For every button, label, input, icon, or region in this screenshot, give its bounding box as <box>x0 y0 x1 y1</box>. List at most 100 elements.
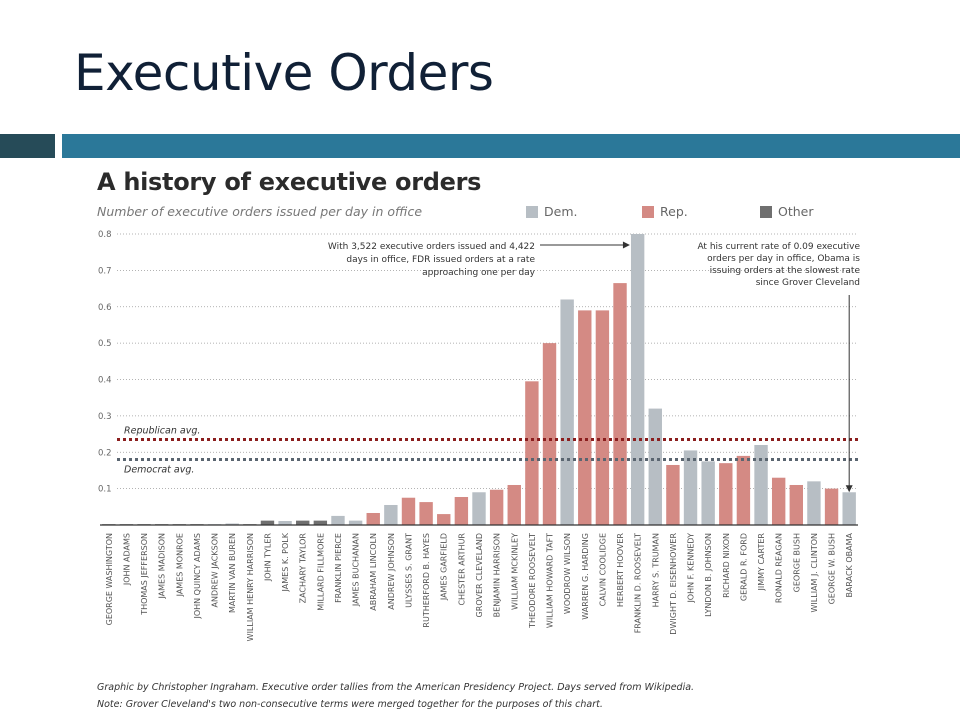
x-tick-label: FRANKLIN D. ROOSEVELT <box>634 533 643 633</box>
chart-title: A history of executive orders <box>97 168 482 196</box>
x-tick-label: JAMES MADISON <box>158 533 167 600</box>
x-tick-label: CHESTER ARTHUR <box>457 533 466 606</box>
bar <box>701 461 715 525</box>
bar <box>736 455 751 525</box>
legend-item-other: Other <box>760 204 814 219</box>
x-tick-label: JAMES MONROE <box>175 533 184 597</box>
x-tick-label: THOMAS JEFFERSON <box>140 533 149 616</box>
legend-swatch-dem <box>526 205 538 218</box>
x-tick-label: JIMMY CARTER <box>757 533 766 592</box>
y-tick-label: 0.6 <box>98 303 112 313</box>
bar <box>366 512 380 525</box>
bar <box>542 343 557 525</box>
legend-label-dem: Dem. <box>544 204 578 219</box>
bar <box>789 484 804 525</box>
legend-item-rep: Rep. <box>642 204 688 219</box>
x-tick-label: ABRAHAM LINCOLN <box>369 533 378 611</box>
bar <box>454 496 469 525</box>
x-tick-label: WARREN G. HARDING <box>581 533 590 620</box>
bar <box>754 444 768 525</box>
y-tick-label: 0.2 <box>98 448 112 458</box>
bar <box>296 520 310 525</box>
bar <box>842 492 856 525</box>
x-tick-label: JAMES BUCHANAN <box>352 533 361 607</box>
x-tick-label: WILLIAM J. CLINTON <box>810 533 819 612</box>
y-tick-label: 0.3 <box>98 412 112 422</box>
obama-annotation-text: issuing orders at the slowest rate <box>710 266 861 276</box>
republican-avg-label: Republican avg. <box>124 426 200 437</box>
x-tick-label: HARRY S. TRUMAN <box>651 533 660 607</box>
bar <box>683 450 698 525</box>
bar <box>401 497 416 525</box>
legend-swatch-other <box>760 205 772 218</box>
x-tick-label: LYNDON B. JOHNSON <box>704 533 713 617</box>
y-tick-label: 0.4 <box>98 376 112 386</box>
x-tick-label: BENJAMIN HARRISON <box>493 533 502 617</box>
bar <box>507 484 521 525</box>
bar <box>525 381 539 525</box>
x-tick-label: GEORGE BUSH <box>792 533 801 592</box>
x-tick-label: HERBERT HOOVER <box>616 533 625 608</box>
bar <box>560 299 574 525</box>
x-tick-label: RONALD REAGAN <box>775 533 784 603</box>
x-tick-label: MARTIN VAN BUREN <box>228 533 237 613</box>
chart-subtitle: Number of executive orders issued per da… <box>97 204 423 219</box>
bar <box>613 283 627 525</box>
x-tick-label: ULYSSES S. GRANT <box>404 533 413 608</box>
bar <box>666 464 680 525</box>
x-tick-label: JAMES GARFIELD <box>440 533 449 601</box>
legend-label-other: Other <box>778 204 814 219</box>
obama-annotation-arrowhead <box>845 485 853 493</box>
header-band-blue <box>62 134 960 158</box>
x-tick-label: THEODORE ROOSEVELT <box>528 533 537 629</box>
bar <box>419 502 433 525</box>
bar <box>260 520 275 525</box>
slide-title: Executive Orders <box>74 44 494 102</box>
obama-annotation-text: since Grover Cleveland <box>756 278 860 288</box>
x-tick-label: WILLIAM HOWARD TAFT <box>546 533 555 628</box>
bar <box>771 477 786 525</box>
x-tick-label: JOHN TYLER <box>263 533 272 582</box>
x-tick-label: ZACHARY TAYLOR <box>299 533 308 604</box>
x-tick-label: BARACK OBAMA <box>845 532 854 597</box>
footnote-note: Note: Grover Cleveland's two non-consecu… <box>97 699 603 710</box>
footnote-source: Graphic by Christopher Ingraham. Executi… <box>97 682 695 693</box>
header-band-dark <box>0 134 55 158</box>
bar <box>489 489 504 525</box>
x-tick-label: WILLIAM MCKINLEY <box>510 533 519 610</box>
fdr-annotation-text: days in office, FDR issued orders at a r… <box>346 255 535 265</box>
x-tick-label: RICHARD NIXON <box>722 533 731 598</box>
y-tick-label: 0.7 <box>98 266 112 276</box>
x-tick-label: RUTHERFORD B. HAYES <box>422 533 431 628</box>
x-tick-label: GEORGE WASHINGTON <box>105 533 114 625</box>
legend-swatch-rep <box>642 205 654 218</box>
bar <box>807 481 821 525</box>
x-tick-label: ANDREW JACKSON <box>211 533 220 607</box>
bar <box>824 488 839 525</box>
x-tick-label: GEORGE W. BUSH <box>828 533 837 604</box>
y-tick-label: 0.5 <box>98 339 112 349</box>
x-tick-label: JOHN F. KENNEDY <box>687 533 696 604</box>
obama-annotation-text: orders per day in office, Obama is <box>707 254 860 264</box>
fdr-annotation-arrowhead <box>622 241 630 249</box>
bar <box>630 234 645 525</box>
bar <box>348 520 363 525</box>
bar <box>384 504 398 525</box>
bar <box>472 492 486 525</box>
x-tick-label: ANDREW JOHNSON <box>387 533 396 610</box>
x-tick-label: JOHN QUINCY ADAMS <box>193 533 202 620</box>
x-tick-label: JOHN ADAMS <box>122 533 131 586</box>
bar <box>437 514 451 525</box>
bar <box>225 523 239 525</box>
x-tick-label: GROVER CLEVELAND <box>475 533 484 617</box>
bar <box>278 520 292 525</box>
obama-annotation-text: At his current rate of 0.09 executive <box>697 242 860 252</box>
x-tick-label: MILLARD FILLMORE <box>316 533 325 611</box>
x-tick-label: WOODROW WILSON <box>563 533 572 614</box>
x-tick-label: JAMES K. POLK <box>281 532 290 592</box>
fdr-annotation-text: approaching one per day <box>422 268 536 278</box>
legend-label-rep: Rep. <box>660 204 688 219</box>
legend-item-dem: Dem. <box>526 204 577 219</box>
x-tick-label: CALVIN COOLIDGE <box>598 533 607 606</box>
